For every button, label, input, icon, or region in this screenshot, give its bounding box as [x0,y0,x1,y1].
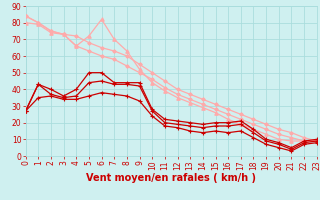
X-axis label: Vent moyen/en rafales ( km/h ): Vent moyen/en rafales ( km/h ) [86,173,256,183]
